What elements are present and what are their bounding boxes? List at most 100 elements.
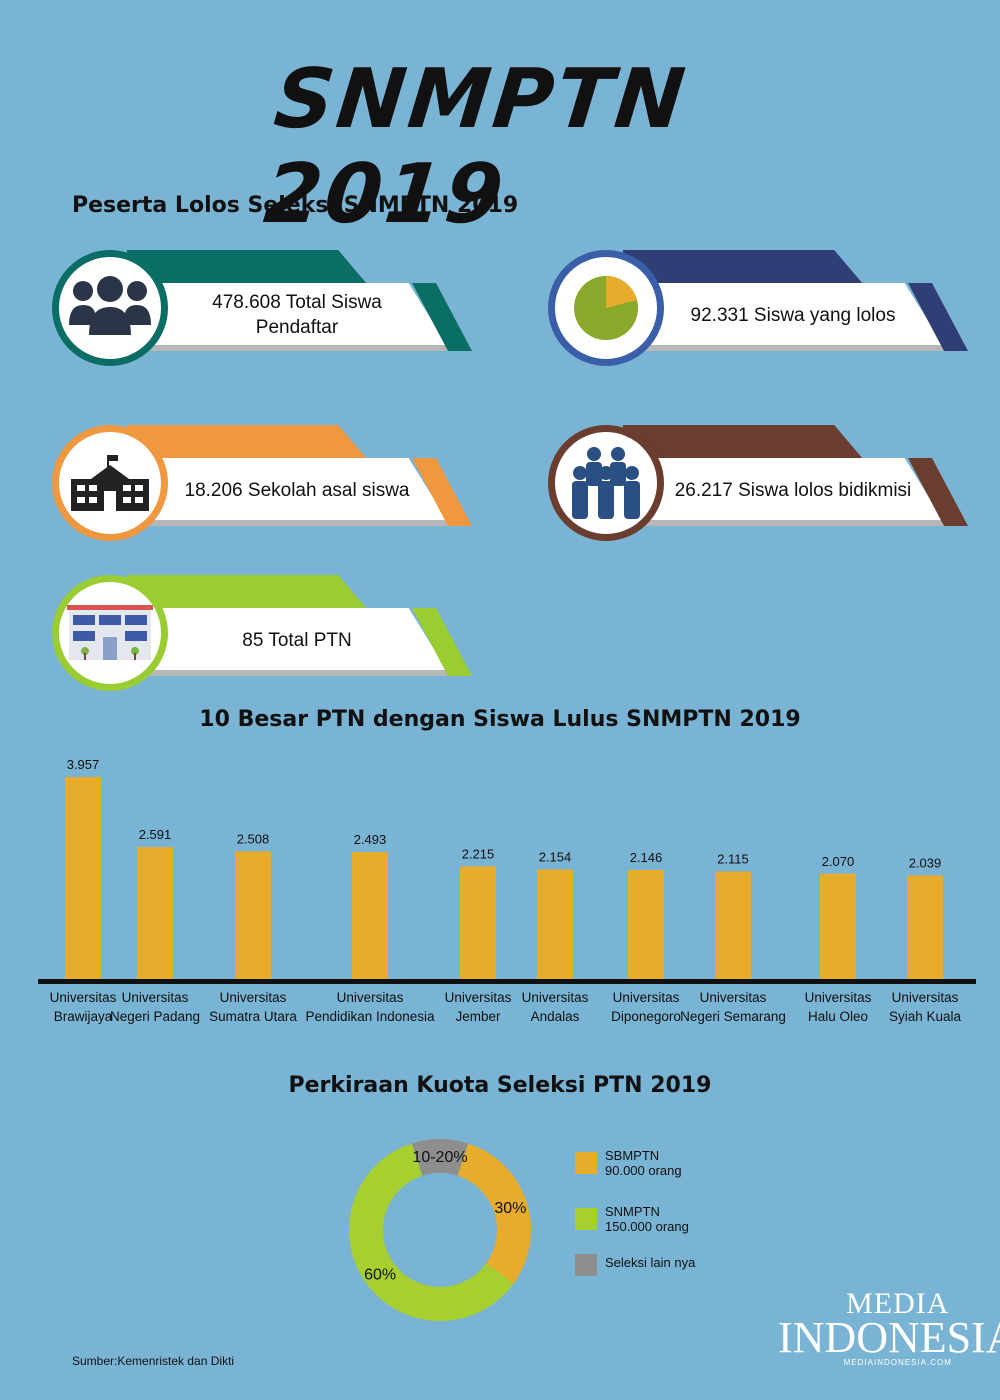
donut-slice xyxy=(457,1143,531,1284)
bar xyxy=(460,866,496,980)
source-note: Sumber:Kemenristek dan Dikti xyxy=(72,1354,235,1368)
category-label: Universitas xyxy=(700,990,767,1005)
donut-value-label: 30% xyxy=(494,1200,526,1217)
bar-value-label: 3.957 xyxy=(67,757,100,772)
stat-box xyxy=(127,458,447,520)
stat-box xyxy=(127,283,447,345)
bar xyxy=(907,875,943,980)
stat-card-total-applicants: 478.608 Total Siswa Pendaftar xyxy=(52,250,482,366)
bar-value-label: 2.146 xyxy=(630,850,663,865)
bar xyxy=(137,847,173,980)
category-label: Universitas xyxy=(445,990,512,1005)
stat-card-bidikmisi: 26.217 Siswa lolos bidikmisi xyxy=(548,425,978,541)
category-label: Universitas xyxy=(337,990,404,1005)
stat-label: 92.331 Siswa yang lolos xyxy=(663,285,923,345)
bar-chart-title: 10 Besar PTN dengan Siswa Lulus SNMPTN 2… xyxy=(199,707,801,732)
bar-value-label: 2.039 xyxy=(909,855,942,870)
pie-chart-icon xyxy=(574,276,638,340)
stat-icon-circle xyxy=(52,250,168,366)
category-label: Brawijaya xyxy=(54,1009,113,1024)
stat-box xyxy=(127,608,447,670)
bar-value-label: 2.154 xyxy=(539,849,572,864)
category-label: Halu Oleo xyxy=(808,1009,868,1024)
stat-box xyxy=(623,458,943,520)
stat-shadow xyxy=(630,519,950,526)
donut-chart-title: Perkiraan Kuota Seleksi PTN 2019 xyxy=(288,1073,712,1098)
category-label: Diponegoro xyxy=(611,1009,681,1024)
stat-label: 85 Total PTN xyxy=(167,610,427,670)
stat-tab xyxy=(127,425,367,459)
stat-label: 26.217 Siswa lolos bidikmisi xyxy=(663,460,923,520)
stat-value-line1: 85 Total PTN xyxy=(242,629,352,651)
donut-value-label: 10-20% xyxy=(412,1149,467,1166)
category-label: Universitas xyxy=(892,990,959,1005)
donut-chart: 30% 60% 10-20% xyxy=(349,1139,531,1321)
legend-swatch xyxy=(575,1254,597,1276)
stat-box xyxy=(623,283,943,345)
category-label: Universitas xyxy=(805,990,872,1005)
stat-shadow xyxy=(134,519,454,526)
stat-card-passed-students: 92.331 Siswa yang lolos xyxy=(548,250,978,366)
crowd-icon xyxy=(572,447,640,519)
bar xyxy=(537,869,573,980)
donut-slice xyxy=(411,1139,469,1176)
stat-value-line1: 92.331 Siswa yang lolos xyxy=(690,304,896,326)
legend-label: SNMPTN 150.000 orang xyxy=(605,1204,689,1234)
stat-value-line1: 26.217 Siswa lolos bidikmisi xyxy=(674,479,912,501)
donut-slice xyxy=(349,1143,514,1321)
media-indonesia-logo: MEDIA INDONESIA MEDIAINDONESIA.COM xyxy=(778,1287,1000,1368)
legend-swatch xyxy=(575,1208,597,1230)
bar-value-label: 2.508 xyxy=(237,831,270,846)
legend-label: SBMPTN 90.000 orang xyxy=(605,1148,682,1178)
category-label: Universitas xyxy=(522,990,589,1005)
legend-label: Seleksi lain nya xyxy=(605,1255,696,1270)
bar xyxy=(715,871,751,980)
bar-value-label: 2.070 xyxy=(822,854,855,869)
section-title-participants: Peserta Lolos Seleksi SNMPTN 2019 xyxy=(72,193,519,218)
stat-tab xyxy=(623,425,863,459)
category-label: Universitas xyxy=(50,990,117,1005)
stat-icon-circle xyxy=(548,250,664,366)
category-label: Pendidikan Indonesia xyxy=(305,1009,435,1024)
bar-value-label: 2.115 xyxy=(717,851,749,866)
category-label: Andalas xyxy=(531,1009,580,1024)
category-label: Sumatra Utara xyxy=(209,1009,297,1024)
stat-icon-circle xyxy=(52,425,168,541)
school-building-icon xyxy=(71,455,149,511)
stat-tab xyxy=(127,250,367,284)
bar xyxy=(235,851,271,980)
stat-value-line1: 18.206 Sekolah asal siswa xyxy=(184,479,410,501)
bar xyxy=(820,873,856,980)
category-label: Universitas xyxy=(220,990,287,1005)
category-label: Universitas xyxy=(613,990,680,1005)
university-building-icon xyxy=(67,605,153,660)
bar xyxy=(65,777,101,980)
stat-label: 18.206 Sekolah asal siswa xyxy=(167,460,427,520)
category-label: Negeri Semarang xyxy=(680,1009,786,1024)
stat-shadow xyxy=(134,344,454,351)
stat-value-line1: 478.608 Total Siswa xyxy=(212,292,382,313)
bar-value-label: 2.591 xyxy=(139,827,172,842)
x-axis-baseline xyxy=(38,979,976,984)
category-label: Universitas xyxy=(122,990,189,1005)
legend-swatch xyxy=(575,1152,597,1174)
stat-shadow xyxy=(134,669,454,676)
bar xyxy=(352,852,388,980)
donut-value-label: 60% xyxy=(364,1266,396,1283)
stat-tab xyxy=(623,250,863,284)
stat-label: 478.608 Total Siswa Pendaftar xyxy=(167,285,427,345)
category-label: Jember xyxy=(455,1009,501,1024)
group-people-icon xyxy=(69,276,151,335)
bar-chart: 3.957 Universitas Brawijaya 2.591 Universita… xyxy=(38,757,976,1024)
bar-value-label: 2.215 xyxy=(462,846,495,861)
stat-icon-circle xyxy=(548,425,664,541)
bar xyxy=(628,869,664,980)
stat-shadow xyxy=(630,344,950,351)
stat-card-total-ptn: 85 Total PTN xyxy=(52,575,482,691)
bar-value-label: 2.493 xyxy=(354,832,387,847)
stat-card-schools: 18.206 Sekolah asal siswa xyxy=(52,425,482,541)
category-label: Negeri Padang xyxy=(110,1009,200,1024)
stat-value-line2: Pendaftar xyxy=(255,317,339,338)
stat-tab xyxy=(127,575,367,609)
category-label: Syiah Kuala xyxy=(889,1009,962,1024)
